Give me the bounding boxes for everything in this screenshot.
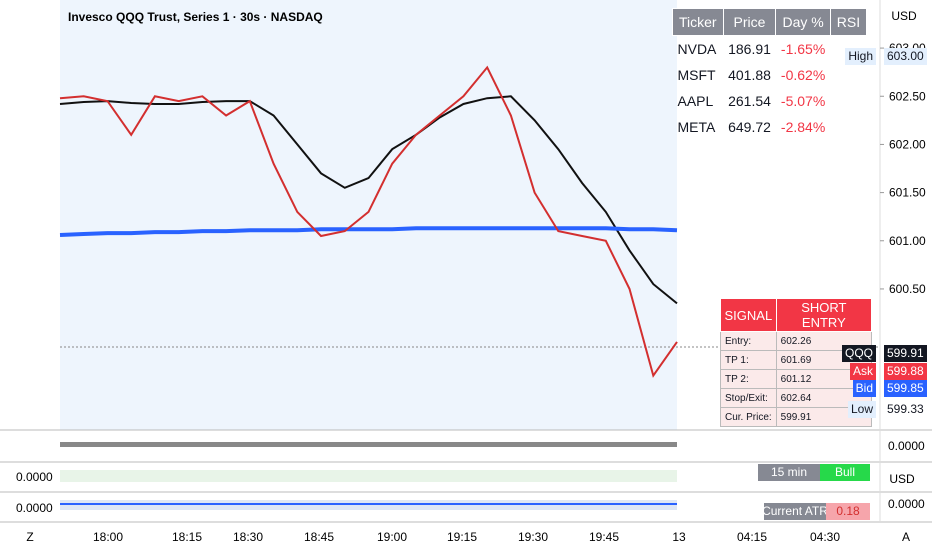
signal-cell: Stop/Exit: (720, 388, 777, 408)
price-tag-name: QQQ (841, 345, 876, 362)
watch-cell: MSFT (677, 67, 716, 83)
pane-value: 0.0000 (16, 470, 53, 484)
column-header: Day % (775, 8, 831, 36)
x-tick-label: 04:15 (737, 530, 767, 544)
signal-cell: TP 1: (720, 350, 777, 370)
x-tick-label: 04:30 (810, 530, 840, 544)
chart-title: Invesco QQQ Trust, Series 1 · 30s · NASD… (68, 10, 323, 24)
price-tag-name: High (845, 48, 876, 65)
signal-row: Stop/Exit: 602.64 (720, 388, 873, 408)
price-tag-name: Ask (849, 363, 876, 380)
price-tag-value: 599.85 (884, 380, 927, 397)
price-tag-value: 599.88 (884, 363, 927, 380)
watch-cell: 649.72 (728, 119, 771, 135)
watchlist: Ticker Price Day % RSI NVDA 186.91 -1.65% MSFT 4… (672, 8, 868, 140)
watch-row: MSFT 401.88 -0.62% (673, 62, 867, 88)
timeframe-box (758, 464, 820, 481)
signal-header: SHORT ENTRY (775, 298, 873, 332)
y-tick-label: 602.50 (889, 89, 926, 103)
column-header: Ticker (672, 8, 724, 36)
price-tag-value: 599.91 (884, 345, 927, 362)
watch-row: AAPL 261.54 -5.07% (673, 88, 867, 114)
watch-cell: 186.91 (728, 41, 771, 57)
x-tick-label: 13 (672, 530, 686, 544)
timeframe: 15 min (771, 465, 807, 479)
x-tick-label: 18:30 (233, 530, 263, 544)
pane-value: 0.0000 (888, 439, 925, 453)
x-tick-label: 19:00 (377, 530, 407, 544)
trend-box (820, 464, 870, 481)
signal-cell: TP 2: (720, 369, 777, 389)
watch-cell: -1.65% (780, 41, 826, 57)
signal-row: Cur. Price: 599.91 (720, 407, 873, 427)
indicator-band (60, 442, 677, 447)
watch-cell: 261.54 (728, 93, 771, 109)
slow-average (59, 95, 678, 305)
signal-cell: Entry: (720, 331, 777, 351)
currency: USD (891, 9, 917, 23)
indicator-band (60, 470, 677, 482)
corner-button[interactable]: A (902, 530, 910, 544)
atr-label: Current ATR (762, 504, 828, 518)
x-tick-label: 19:30 (518, 530, 548, 544)
pane-value: 0.0000 (888, 497, 925, 511)
pane-value: 0.0000 (16, 501, 53, 515)
watch-cell: AAPL (677, 93, 714, 109)
price-tag-name: Bid (852, 380, 876, 397)
x-tick-label: 18:45 (304, 530, 334, 544)
price-tag-value: 599.33 (884, 401, 927, 418)
signal-row: TP 2: 601.12 (720, 369, 873, 389)
corner-button[interactable]: Z (26, 530, 33, 544)
y-tick-label: 602.00 (889, 137, 926, 151)
column-header: Price (722, 8, 777, 36)
watch-cell: -2.84% (780, 119, 826, 135)
x-tick-label: 18:15 (172, 530, 202, 544)
chart-background (60, 0, 677, 430)
y-tick-label: 601.50 (889, 186, 926, 200)
x-tick-label: 19:15 (447, 530, 477, 544)
watch-cell: NVDA (677, 41, 717, 57)
signal-table: SIGNAL SHORT ENTRY Entry: 602.26 TP 1: 601.69… (720, 298, 873, 427)
atr-box (764, 503, 826, 520)
watch-cell: META (677, 119, 716, 135)
atr-value: 0.18 (836, 504, 860, 518)
watch-cell: -5.07% (780, 93, 826, 109)
price-tag-value: 603.00 (884, 48, 927, 65)
watch-cell: 401.88 (728, 67, 771, 83)
signal-header: SIGNAL (720, 298, 777, 332)
x-tick-label: 19:45 (589, 530, 619, 544)
y-tick-label: 601.00 (889, 234, 926, 248)
y-tick-label: 600.50 (889, 282, 926, 296)
signal-cell: Cur. Price: (720, 407, 777, 427)
currency: USD (889, 472, 915, 486)
watch-row: NVDA 186.91 -1.65% (673, 36, 867, 63)
baseline (59, 226, 678, 237)
x-tick-label: 18:00 (93, 530, 123, 544)
price-line (59, 65, 678, 378)
price-tag-name: Low (847, 401, 876, 418)
atr-value-box (826, 503, 870, 520)
column-header: RSI (829, 8, 868, 36)
trend: Bull (835, 465, 855, 479)
watch-row: META 649.72 -2.84% (673, 114, 867, 140)
watch-cell: -0.62% (780, 67, 826, 83)
